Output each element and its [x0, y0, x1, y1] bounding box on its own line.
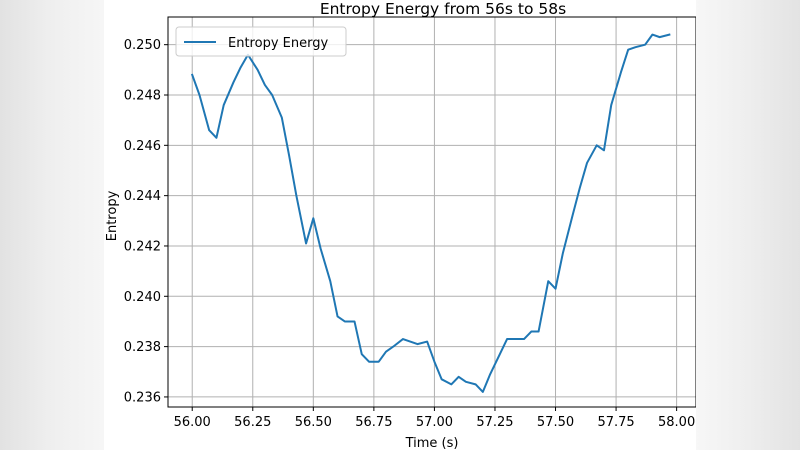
y-tick-label: 0.242 — [124, 239, 161, 254]
x-tick-label: 57.25 — [476, 415, 513, 430]
x-tick-label: 56.75 — [355, 415, 392, 430]
y-tick-label: 0.238 — [124, 340, 161, 355]
y-axis-label: Entropy — [105, 190, 120, 241]
y-tick-label: 0.246 — [124, 139, 161, 154]
x-axis-label: Time (s) — [405, 436, 459, 450]
y-tick-label: 0.240 — [124, 290, 161, 305]
chart-figure: Entropy Energy from 56s to 58s 56.00 56.2… — [104, 0, 696, 450]
x-tick-label: 57.50 — [537, 415, 574, 430]
x-tick-label: 57.75 — [597, 415, 634, 430]
background-right-blur — [696, 0, 800, 450]
x-tick-label: 56.25 — [234, 415, 271, 430]
x-tick-label: 57.00 — [416, 415, 453, 430]
line-chart: Entropy Energy from 56s to 58s 56.00 56.2… — [105, 0, 696, 450]
legend-box — [175, 26, 347, 57]
y-tick-label: 0.236 — [124, 390, 161, 405]
grid-lines — [168, 17, 696, 407]
y-tick-labels: 0.236 0.238 0.240 0.242 0.244 0.246 0.248 0.250 — [124, 38, 161, 405]
x-tick-label: 56.00 — [174, 415, 211, 430]
x-tick-label: 56.50 — [295, 415, 332, 430]
series-layer — [190, 33, 671, 393]
tick-marks — [164, 44, 678, 411]
background-left-blur — [0, 0, 104, 450]
y-tick-label: 0.250 — [124, 38, 161, 53]
x-tick-labels: 56.00 56.25 56.50 56.75 57.00 57.25 57.50 57.75… — [174, 415, 696, 430]
legend-entry-entropy-energy: Entropy Energy — [228, 36, 328, 51]
plot-frame — [167, 16, 696, 408]
y-tick-label: 0.244 — [124, 189, 161, 204]
y-tick-label: 0.248 — [124, 89, 161, 104]
legend: Entropy Energy — [175, 26, 347, 57]
chart-title: Entropy Energy from 56s to 58s — [320, 0, 566, 18]
x-tick-label: 58.00 — [658, 415, 695, 430]
series-line-entropy-energy — [190, 33, 671, 393]
